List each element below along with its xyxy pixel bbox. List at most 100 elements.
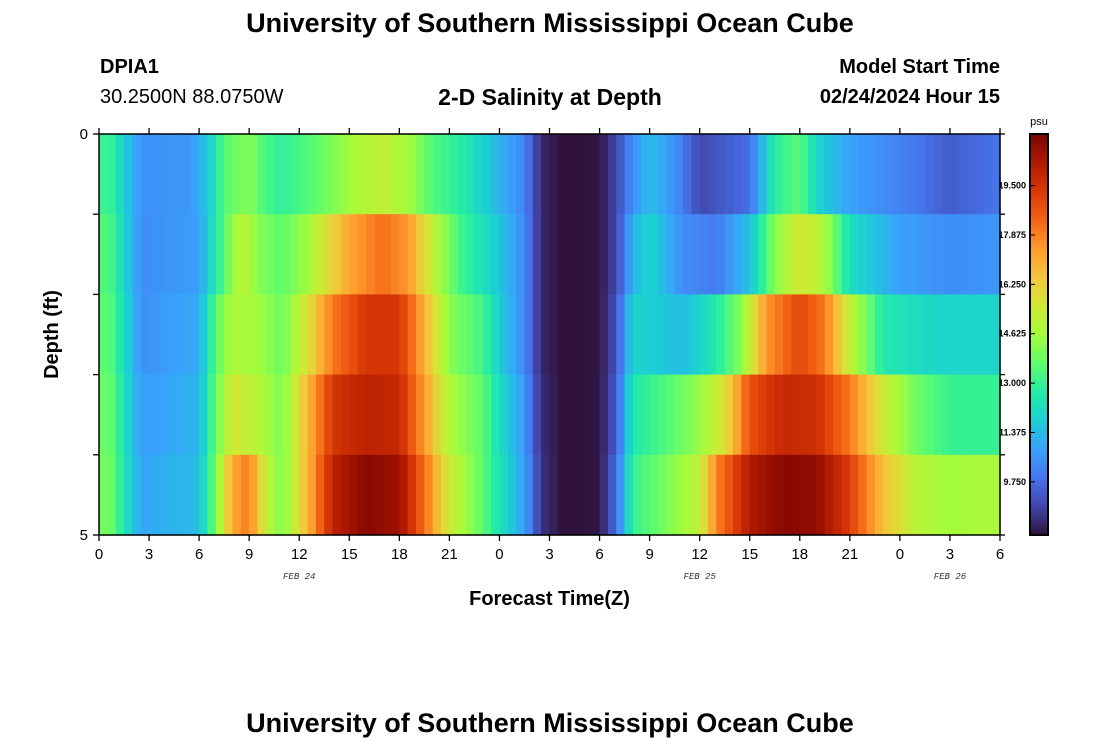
heatmap-cell — [215, 294, 225, 376]
heatmap-cell — [708, 454, 717, 536]
heatmap-cell — [416, 214, 425, 295]
heatmap-cell — [582, 294, 592, 376]
heatmap-cell — [758, 454, 767, 536]
heatmap-cell — [716, 214, 726, 295]
colorbar-tick-label: 13.000 — [998, 378, 1026, 388]
heatmap-cell — [399, 374, 409, 456]
heatmap-cell — [582, 374, 592, 456]
heatmap-cell — [474, 134, 484, 215]
heatmap-cell — [674, 134, 684, 215]
x-tick-label: 6 — [996, 546, 1004, 563]
date-label: FEB 24 — [283, 572, 315, 582]
heatmap-cell — [524, 454, 534, 536]
heatmap-cell — [958, 374, 968, 456]
heatmap-cell — [716, 374, 726, 456]
colorbar-tick-label: 9.750 — [1003, 477, 1026, 487]
x-tick-label: 12 — [691, 546, 708, 563]
heatmap-cell — [424, 454, 434, 536]
heatmap-cell — [457, 134, 467, 215]
x-tick-label: 0 — [495, 546, 503, 563]
heatmap-cell — [257, 374, 267, 456]
heatmap-cell — [549, 214, 559, 295]
heatmap-cell — [708, 374, 717, 456]
heatmap-cell — [274, 294, 284, 376]
heatmap-cell — [691, 294, 701, 376]
heatmap-cell — [299, 454, 309, 536]
heatmap-cell — [215, 374, 225, 456]
heatmap-cell — [941, 134, 951, 215]
heatmap-cell — [124, 294, 133, 376]
heatmap-cell — [666, 134, 676, 215]
heatmap-cell — [891, 134, 901, 215]
heatmap-cell — [758, 214, 767, 295]
heatmap-cell — [491, 294, 501, 376]
heatmap-cell — [591, 294, 601, 376]
colorbar-tick-label: 17.875 — [998, 230, 1026, 240]
heatmap-cell — [983, 294, 993, 376]
heatmap-cell — [432, 454, 442, 536]
heatmap-cell — [265, 214, 275, 295]
heatmap-cell — [607, 374, 617, 456]
heatmap-cell — [808, 214, 818, 295]
heatmap-cell — [399, 134, 409, 215]
heatmap-cell — [115, 374, 125, 456]
heatmap-cell — [432, 294, 442, 376]
heatmap-cell — [332, 454, 342, 536]
heatmap-cell — [724, 454, 734, 536]
heatmap-cell — [666, 214, 676, 295]
heatmap-cell — [991, 294, 1001, 376]
heatmap-cell — [733, 134, 742, 215]
heatmap-cell — [215, 214, 225, 295]
heatmap-cell — [374, 454, 384, 536]
heatmap-cell — [691, 134, 701, 215]
heatmap-cell — [499, 214, 509, 295]
heatmap-cell — [624, 374, 634, 456]
heatmap-cell — [432, 134, 442, 215]
heatmap-cell — [207, 454, 217, 536]
heatmap-cell — [157, 374, 167, 456]
heatmap-cell — [332, 294, 342, 376]
heatmap-cell — [724, 374, 734, 456]
heatmap-cell — [908, 214, 918, 295]
heatmap-cell — [416, 454, 425, 536]
heatmap-cell — [974, 374, 984, 456]
heatmap-cell — [666, 374, 676, 456]
heatmap-cell — [799, 294, 809, 376]
heatmap-cell — [207, 214, 217, 295]
x-tick-label: 3 — [946, 546, 954, 563]
heatmap-cell — [157, 214, 167, 295]
heatmap-cell — [641, 374, 651, 456]
heatmap-cell — [933, 134, 943, 215]
heatmap-cell — [382, 294, 392, 376]
heatmap-cell — [224, 374, 234, 456]
heatmap-cell — [424, 134, 434, 215]
heatmap-cell — [808, 454, 818, 536]
heatmap-cell — [649, 214, 659, 295]
heatmap-cell — [766, 134, 776, 215]
heatmap-cell — [449, 374, 459, 456]
heatmap-cell — [215, 134, 225, 215]
heatmap-cell — [783, 294, 793, 376]
heatmap-cell — [324, 454, 334, 536]
heatmap-cell — [632, 374, 642, 456]
heatmap-cell — [883, 294, 893, 376]
heatmap-cell — [616, 454, 626, 536]
heatmap-cell — [974, 454, 984, 536]
heatmap-cell — [624, 294, 634, 376]
heatmap-cell — [657, 294, 667, 376]
heatmap-cell — [824, 214, 834, 295]
heatmap-cell — [449, 294, 459, 376]
heatmap-cell — [357, 294, 367, 376]
heatmap-cell — [474, 294, 484, 376]
heatmap-cell — [616, 374, 626, 456]
heatmap-cell — [532, 374, 542, 456]
x-tick-label: 15 — [341, 546, 358, 563]
heatmap-cell — [899, 374, 909, 456]
heatmap-cell — [824, 134, 834, 215]
heatmap-cell — [349, 374, 359, 456]
heatmap-cell — [457, 374, 467, 456]
heatmap-cell — [966, 214, 976, 295]
heatmap-cell — [891, 294, 901, 376]
heatmap-cell — [708, 214, 717, 295]
heatmap-cell — [682, 454, 692, 536]
